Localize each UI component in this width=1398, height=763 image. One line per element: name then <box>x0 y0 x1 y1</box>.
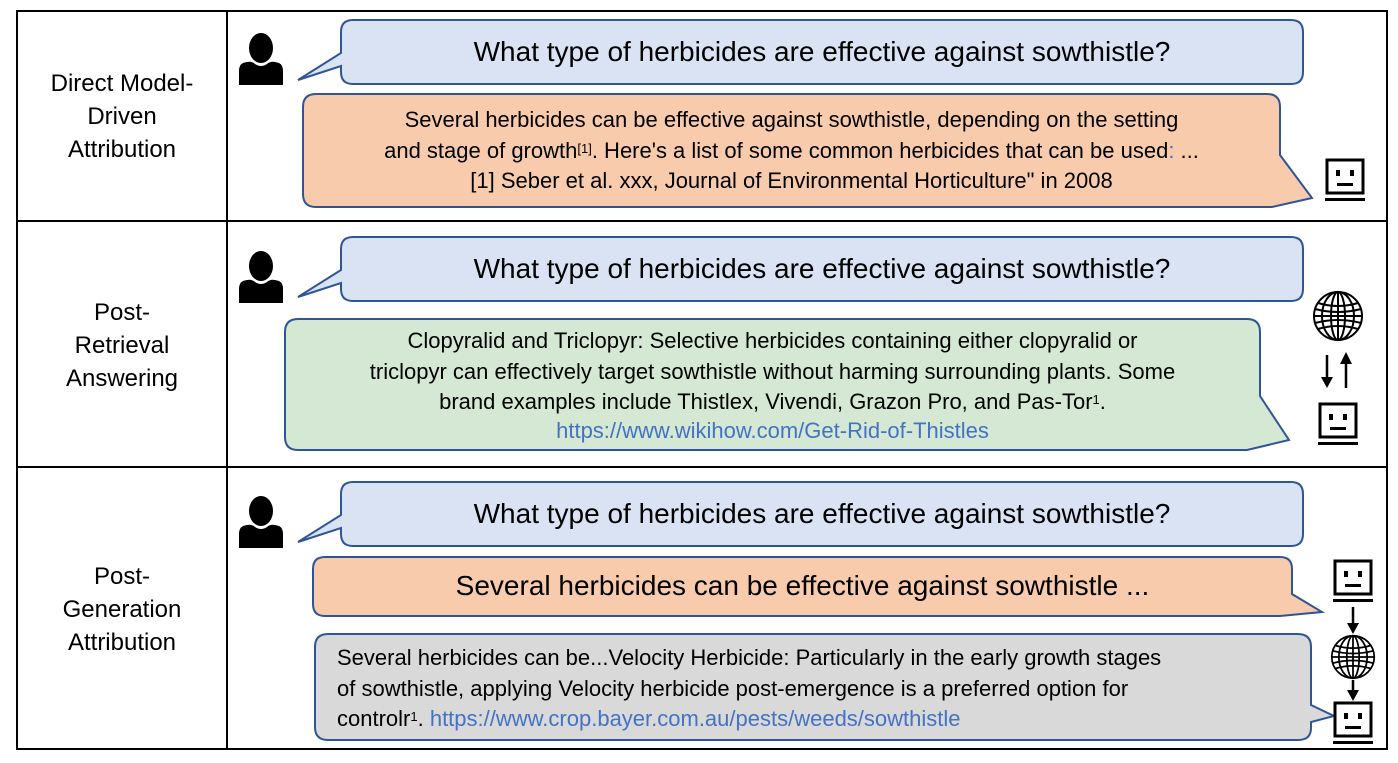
answer-fragment: : <box>1168 137 1175 163</box>
row-label-line: Driven <box>87 103 157 130</box>
globe-icon <box>1313 291 1363 341</box>
answer-line: Clopyralid and Triclopyr: Selective herb… <box>407 328 1138 353</box>
row-label: Direct Model- Driven Attribution <box>22 67 222 166</box>
answer-text: Clopyralid and Triclopyr: Selective herb… <box>285 326 1260 444</box>
answer-line: triclopyr can effectively target sowthis… <box>369 358 1176 384</box>
answer-fragment: ... <box>1174 137 1199 163</box>
citation-marker: [1] <box>577 140 592 156</box>
citation-marker: 1 <box>1092 392 1100 407</box>
question-bubble <box>297 236 1304 302</box>
arrow-icon <box>1321 352 1352 388</box>
row-label: Post- Retrieval Answering <box>22 296 222 395</box>
answer-fragment: . <box>1099 389 1106 414</box>
answer-fragment: brand examples include Thistlex, Vivendi… <box>439 389 1093 414</box>
answer-text: Several herbicides can be...Velocity Her… <box>337 643 1297 735</box>
answer-line: Several herbicides can be effective agai… <box>404 107 1179 132</box>
question-bubble <box>297 481 1304 547</box>
arrow-icon <box>1347 680 1359 701</box>
row-label-line: Retrieval <box>74 332 170 359</box>
answer-bubble-gray <box>314 633 1337 741</box>
source-link[interactable]: https://www.crop.bayer.com.au/pests/weed… <box>429 706 961 731</box>
question-bubble <box>297 19 1304 85</box>
arrow-icon <box>1347 607 1359 634</box>
row-label-line: Attribution <box>67 136 177 163</box>
citation-marker: 1 <box>410 709 418 724</box>
answer-text: Several herbicides can be effective agai… <box>303 105 1280 197</box>
row-label-line: Generation <box>62 596 182 623</box>
row-label-line: Attribution <box>67 629 177 656</box>
question-text: What type of herbicides are effective ag… <box>473 36 1171 67</box>
answer-fragment: and stage of growth <box>384 137 578 163</box>
answer-fragment: . <box>417 706 430 731</box>
source-link[interactable]: https://www.wikihow.com/Get-Rid-of-Thist… <box>556 417 989 443</box>
answer-line: of sowthistle, applying Velocity herbici… <box>337 675 1129 701</box>
answer-line: Several herbicides can be...Velocity Her… <box>337 645 1162 670</box>
answer-line: and stage of growth[1]. Here's a list of… <box>303 136 1280 167</box>
globe-icon <box>1330 634 1376 680</box>
answer-bubble-green <box>284 318 1291 451</box>
robot-icon <box>1325 158 1365 203</box>
draft-text: Several herbicides can be effective agai… <box>455 570 1150 601</box>
answer-line: brand examples include Thistlex, Vivendi… <box>285 387 1260 418</box>
row-label-line: Post- <box>93 299 150 326</box>
draft-bubble-orange <box>312 556 1326 617</box>
question-text: What type of herbicides are effective ag… <box>473 498 1171 529</box>
person-icon <box>239 251 283 303</box>
robot-icon <box>1333 701 1373 746</box>
answer-fragment: . Here's a list of some common herbicide… <box>591 137 1169 163</box>
citation-line: [1] Seber et al. xxx, Journal of Environ… <box>470 168 1113 193</box>
question-text: What type of herbicides are effective ag… <box>473 253 1171 284</box>
row-label: Post- Generation Attribution <box>22 560 222 659</box>
answer-bubble-orange <box>302 93 1314 208</box>
row-label-line: Post- <box>93 563 150 590</box>
person-icon <box>239 33 283 85</box>
row-label-line: Direct Model- <box>50 70 194 97</box>
row-label-line: Answering <box>65 365 179 392</box>
person-icon <box>239 496 283 548</box>
robot-icon <box>1318 402 1358 447</box>
answer-line: controlr1. https://www.crop.bayer.com.au… <box>337 704 1297 735</box>
answer-fragment: controlr <box>337 706 411 731</box>
robot-icon <box>1333 559 1373 604</box>
table-frame <box>16 10 1388 750</box>
